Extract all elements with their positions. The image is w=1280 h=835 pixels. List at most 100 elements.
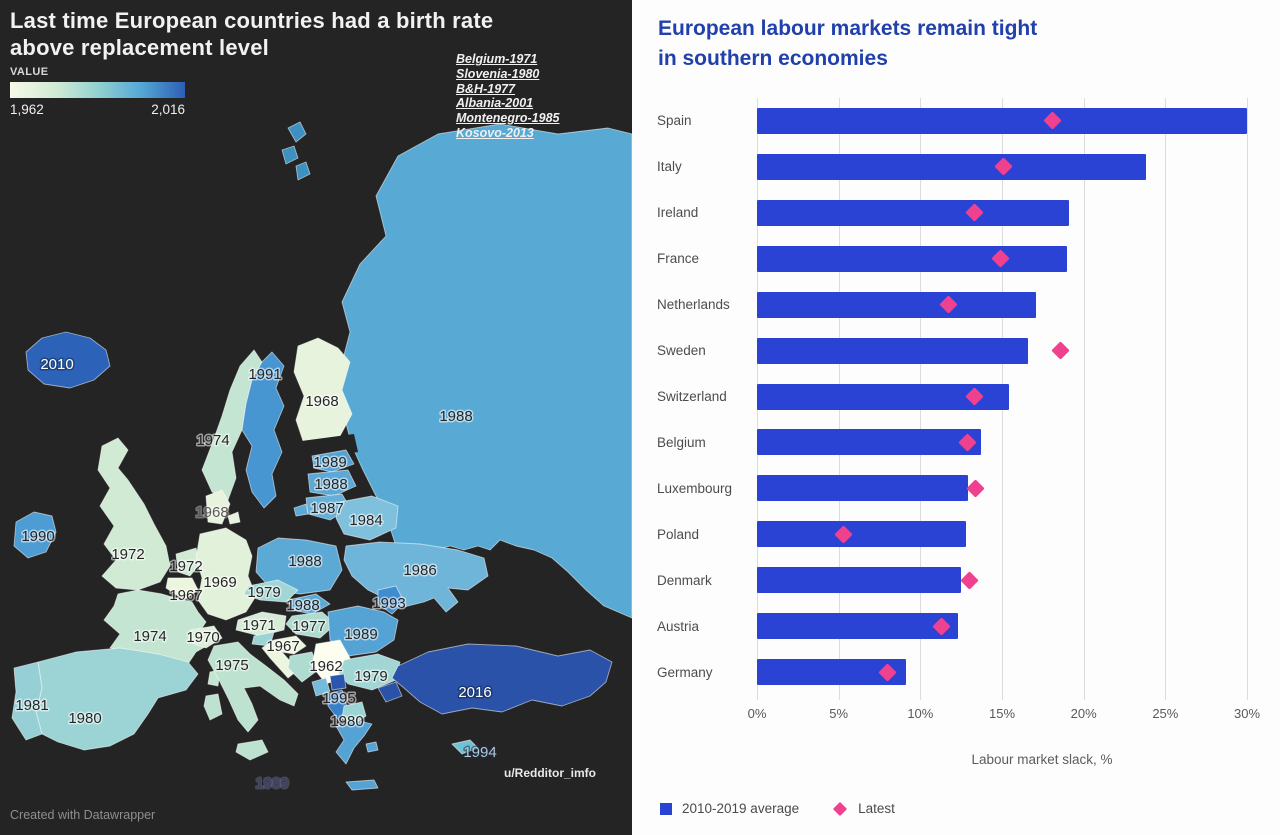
- map-region-kosovo[interactable]: [329, 673, 347, 691]
- map-region-sweden[interactable]: [241, 351, 285, 509]
- latest-marker-denmark[interactable]: [960, 570, 979, 590]
- map-year-label-finland: 1968: [305, 393, 338, 410]
- map-region-cyprus[interactable]: [451, 739, 479, 755]
- average-bar-france[interactable]: [757, 245, 1068, 272]
- average-bar-belgium[interactable]: [757, 429, 981, 456]
- average-bar-denmark[interactable]: [757, 567, 962, 594]
- map-region-belarus[interactable]: [335, 495, 399, 541]
- annotation-item-0: Belgium-1971: [456, 52, 538, 66]
- map-region-switzerland[interactable]: [187, 625, 223, 649]
- map-year-label-netherlands: 1972: [169, 558, 202, 575]
- row-label-switzerland: Switzerland: [657, 389, 727, 404]
- map-year-label-belarus: 1984: [349, 512, 382, 529]
- map-year-label-greece: 1989: [255, 775, 288, 792]
- latest-marker-sweden[interactable]: [1051, 341, 1070, 360]
- latest-legend-diamond-icon: [833, 801, 848, 816]
- country-annotation-list: Belgium-1971 Slovenia-1980 B&H-1977 Albania…: [456, 52, 560, 141]
- map-region-estonia[interactable]: [311, 449, 355, 473]
- map-region-czechia[interactable]: [243, 579, 299, 603]
- x-tick-25%: 25%: [1152, 706, 1179, 721]
- map-region-turkey[interactable]: [377, 643, 613, 715]
- map-panel: 1988 2010 1974 1991 1968 1989 1988 1987 1984 1986…: [0, 0, 632, 835]
- map-year-label-united-kingdom: 1972: [111, 546, 144, 563]
- map-region-greece[interactable]: [335, 719, 379, 791]
- annotation-item-3: Albania-2001: [456, 96, 534, 111]
- map-year-label-albania: 1995: [322, 690, 355, 707]
- map-year-label-latvia: 1988: [314, 476, 347, 493]
- bar-chart-plot: 0% 5% 10% 15% 20% 25% 30% Spain Italy Ireland Fran…: [632, 0, 1280, 835]
- average-bar-ireland[interactable]: [757, 199, 1069, 226]
- bar-chart-title: European labour markets remain tight in …: [658, 17, 1038, 70]
- latest-legend-label: Latest: [858, 801, 895, 816]
- map-region-bosnia[interactable]: [287, 651, 319, 683]
- row-label-italy: Italy: [657, 159, 682, 175]
- row-label-ireland: Ireland: [657, 205, 699, 221]
- map-year-label-denmark: 1968: [195, 504, 228, 521]
- map-region-denmark[interactable]: [205, 489, 241, 525]
- average-bar-spain[interactable]: [757, 107, 1247, 134]
- x-tick-0%: 0%: [747, 706, 767, 721]
- map-year-label-serbia: 1962: [309, 658, 342, 675]
- color-scale-gradient: [10, 82, 185, 98]
- average-bar-luxembourg[interactable]: [757, 475, 968, 502]
- x-tick-20%: 20%: [1070, 706, 1097, 721]
- x-axis-label: Labour market slack, %: [971, 752, 1113, 767]
- map-region-slovakia[interactable]: [287, 593, 331, 615]
- average-bar-poland[interactable]: [757, 521, 967, 548]
- map-year-label-iceland: 2010: [40, 356, 73, 373]
- map-year-label-turkey: 2016: [458, 684, 491, 701]
- map-legend-label: VALUE: [10, 66, 49, 78]
- average-legend-swatch: [660, 802, 672, 815]
- average-bar-netherlands[interactable]: [757, 291, 1037, 318]
- map-region-austria[interactable]: [235, 611, 287, 637]
- scale-min-value: 1,962: [10, 102, 44, 117]
- map-region-svalbard[interactable]: [281, 121, 311, 181]
- map-region-kaliningrad[interactable]: [293, 503, 309, 517]
- map-region-portugal[interactable]: [11, 661, 43, 741]
- map-region-latvia[interactable]: [307, 469, 357, 497]
- average-bar-sweden[interactable]: [757, 337, 1029, 364]
- map-region-germany[interactable]: [195, 527, 257, 621]
- map-region-ireland[interactable]: [13, 511, 57, 559]
- map-year-label-north-macedonia: 1980: [330, 713, 363, 730]
- map-region-spain[interactable]: [35, 647, 199, 751]
- map-year-label-romania: 1989: [344, 626, 377, 643]
- annotation-item-1: Slovenia-1980: [456, 66, 540, 81]
- map-region-iceland[interactable]: [25, 331, 111, 389]
- map-region-montenegro[interactable]: [311, 677, 331, 697]
- x-tick-5%: 5%: [829, 706, 849, 721]
- map-year-label-italy: 1975: [215, 657, 248, 674]
- map-region-united-kingdom[interactable]: [97, 437, 171, 591]
- row-label-sweden: Sweden: [657, 343, 706, 359]
- map-region-bulgaria[interactable]: [337, 653, 401, 691]
- average-legend-label: 2010-2019 average: [682, 801, 800, 816]
- gridline-20%: [1083, 98, 1085, 700]
- row-label-germany: Germany: [657, 664, 713, 680]
- map-year-label-cyprus: 1994: [463, 744, 496, 761]
- latest-marker-luxembourg[interactable]: [966, 479, 986, 498]
- average-bar-italy[interactable]: [757, 153, 1146, 180]
- row-label-austria: Austria: [657, 618, 700, 634]
- map-region-hungary[interactable]: [285, 611, 337, 639]
- map-year-label-moldova: 1993: [372, 595, 405, 612]
- map-region-italy[interactable]: [203, 641, 299, 761]
- row-label-poland: Poland: [657, 526, 700, 542]
- annotation-item-5: Kosovo-2013: [456, 125, 534, 140]
- map-year-label-slovakia: 1988: [286, 597, 319, 614]
- annotation-item-4: Montenegro-1985: [456, 111, 560, 126]
- scale-max-value: 2,016: [151, 102, 185, 117]
- author-credit: u/Redditor_imfo: [504, 766, 596, 780]
- map-year-label-czechia: 1979: [247, 584, 280, 601]
- map-region-belgium[interactable]: [165, 577, 199, 601]
- chart-legend: 2010-2019 average Latest: [660, 801, 895, 816]
- map-year-label-germany: 1969: [203, 574, 236, 591]
- row-label-france: France: [657, 251, 700, 267]
- x-tick-30%: 30%: [1233, 706, 1261, 721]
- map-region-netherlands[interactable]: [175, 547, 201, 577]
- average-bar-austria[interactable]: [757, 613, 958, 640]
- map-region-moldova[interactable]: [377, 585, 405, 615]
- map-sea-gulf-of-finland: [294, 434, 358, 462]
- gridline-25%: [1165, 98, 1167, 700]
- row-label-luxembourg: Luxembourg: [657, 480, 733, 496]
- bar-chart-panel: European labour markets remain tight in …: [632, 0, 1280, 835]
